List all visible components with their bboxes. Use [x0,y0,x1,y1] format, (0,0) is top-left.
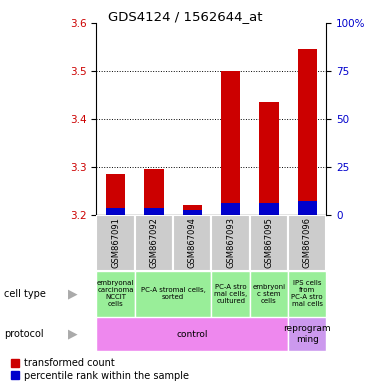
Text: GSM867095: GSM867095 [265,217,273,268]
Bar [259,203,279,215]
FancyBboxPatch shape [288,215,326,271]
Text: cell type: cell type [4,289,46,299]
Text: GSM867091: GSM867091 [111,217,120,268]
FancyBboxPatch shape [211,215,250,271]
Text: ▶: ▶ [68,328,77,341]
Bar [144,169,164,215]
FancyBboxPatch shape [96,317,288,351]
FancyBboxPatch shape [135,215,173,271]
FancyBboxPatch shape [211,271,250,317]
FancyBboxPatch shape [288,317,326,351]
Bar [259,102,279,215]
FancyBboxPatch shape [250,271,288,317]
Bar [106,174,125,215]
Bar [221,203,240,215]
Text: PC-A stro
mal cells,
cultured: PC-A stro mal cells, cultured [214,284,247,304]
Bar [106,208,125,215]
Text: GDS4124 / 1562644_at: GDS4124 / 1562644_at [108,10,263,23]
Text: GSM867092: GSM867092 [150,217,158,268]
Text: GSM867096: GSM867096 [303,217,312,268]
Bar [144,208,164,215]
Text: GSM867093: GSM867093 [226,217,235,268]
Bar [221,71,240,215]
Text: ▶: ▶ [68,287,77,300]
Legend: transformed count, percentile rank within the sample: transformed count, percentile rank withi… [9,356,191,382]
FancyBboxPatch shape [250,215,288,271]
Bar [298,201,317,215]
Bar [183,210,202,215]
Text: reprogram
ming: reprogram ming [283,324,331,344]
Text: embryonal
carcinoma
NCCIT
cells: embryonal carcinoma NCCIT cells [97,280,134,307]
Text: PC-A stromal cells,
sorted: PC-A stromal cells, sorted [141,287,206,300]
Text: GSM867094: GSM867094 [188,217,197,268]
Text: protocol: protocol [4,329,43,339]
Bar [298,50,317,215]
FancyBboxPatch shape [96,271,135,317]
Bar [183,205,202,215]
Text: control: control [177,329,208,339]
Text: embryoni
c stem
cells: embryoni c stem cells [252,284,286,304]
FancyBboxPatch shape [96,215,135,271]
FancyBboxPatch shape [135,271,211,317]
FancyBboxPatch shape [288,271,326,317]
FancyBboxPatch shape [173,215,211,271]
Text: IPS cells
from
PC-A stro
mal cells: IPS cells from PC-A stro mal cells [292,280,323,307]
